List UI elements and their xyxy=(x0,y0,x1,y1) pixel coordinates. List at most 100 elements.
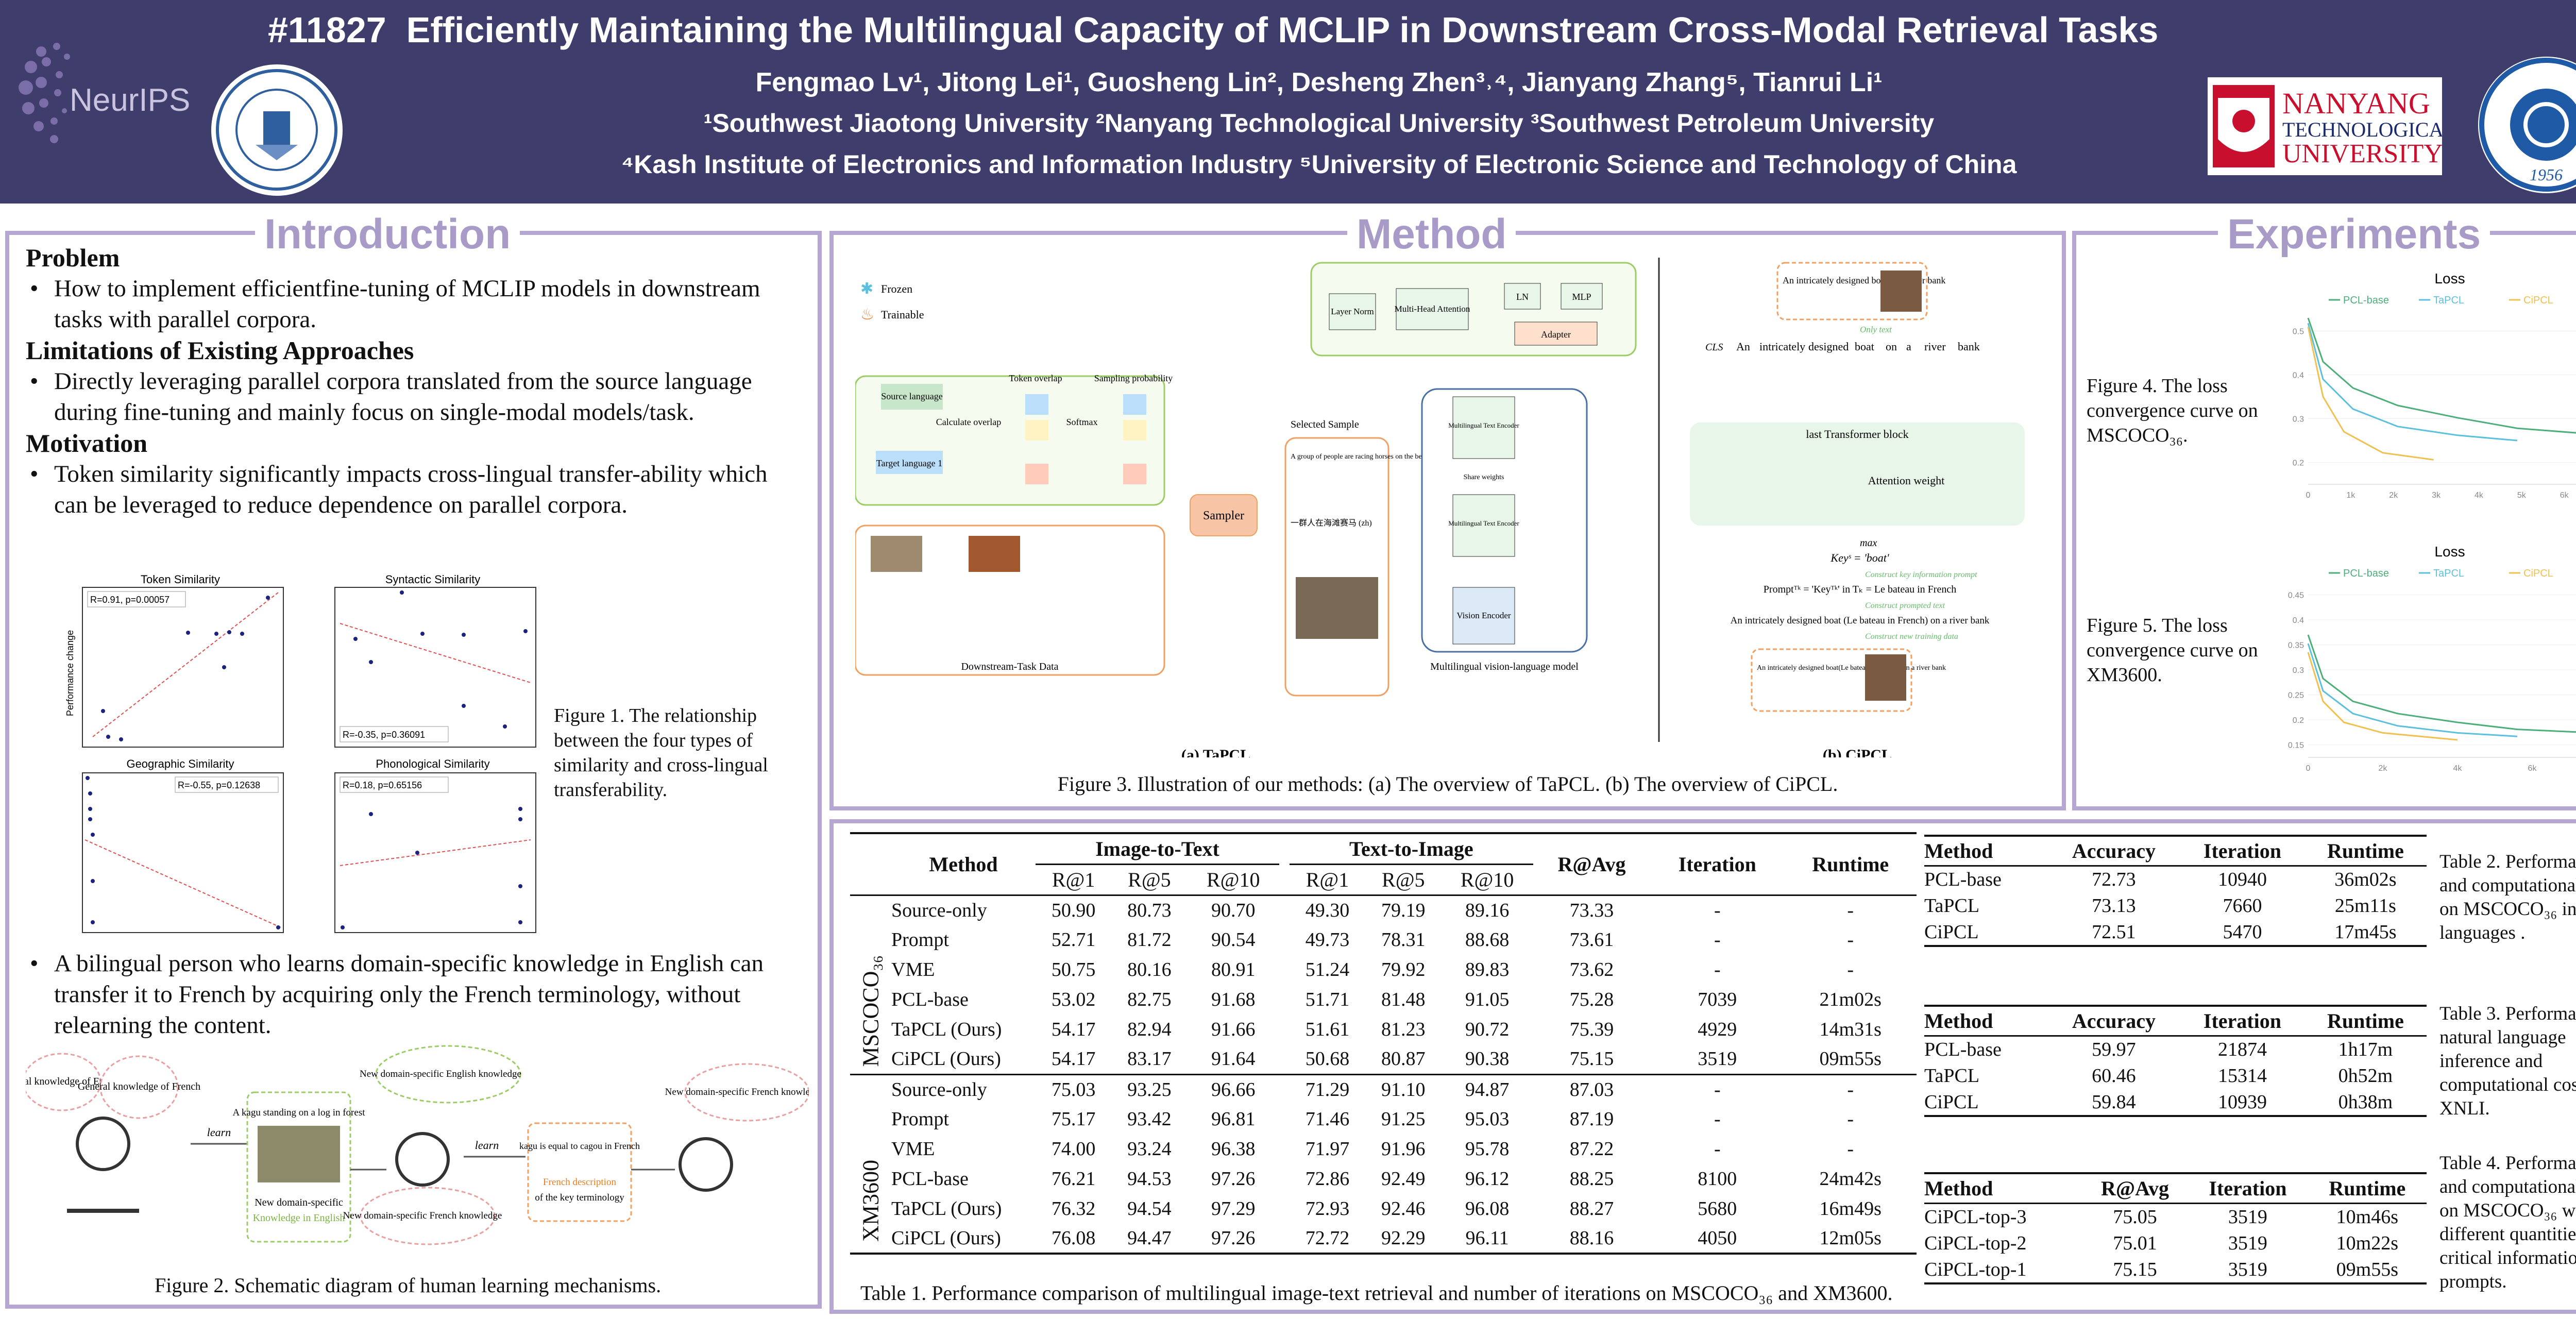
kagu-photo xyxy=(258,1126,340,1182)
table-header: Method xyxy=(1924,1009,1993,1033)
table-cell: 93.25 xyxy=(1127,1078,1172,1101)
table-cell: 71.46 xyxy=(1305,1108,1350,1130)
legend-label: TaPCL xyxy=(2433,568,2464,579)
table-cell: 88.16 xyxy=(1569,1227,1614,1249)
th-sub: R@10 xyxy=(1460,868,1514,891)
table-row: CiPCL 59.84 10939 0h38m xyxy=(1924,1089,2427,1116)
table-cell: 50.90 xyxy=(1051,899,1096,921)
table-cell: CiPCL xyxy=(1924,1091,1979,1113)
svg-text:♨: ♨ xyxy=(860,306,874,323)
key-label: Keyˢ = 'boat' xyxy=(1830,551,1889,564)
table-row: Source-only 75.03 93.25 96.66 71.29 91.10 94.8… xyxy=(850,1074,1917,1104)
y-tick: 0.3 xyxy=(2293,666,2304,675)
y-tick: 0.2 xyxy=(2293,716,2304,725)
table-row: TaPCL 73.13 7660 25m11s xyxy=(1924,892,2427,919)
table-cell: 0h38m xyxy=(2338,1091,2393,1113)
downstream-data: Downstream-Task Data xyxy=(961,661,1058,672)
table-cell: 81.23 xyxy=(1381,1019,1426,1040)
table-cell: 89.16 xyxy=(1465,899,1510,921)
table-row: CiPCL (Ours) 76.08 94.47 97.26 72.72 92.29 96.… xyxy=(850,1224,1917,1254)
table-cell: 91.25 xyxy=(1381,1108,1426,1130)
table-cell: 96.11 xyxy=(1465,1227,1509,1249)
th-runtime: Runtime xyxy=(1812,852,1889,876)
table-cell: 75.03 xyxy=(1051,1078,1096,1101)
table-cell: 76.21 xyxy=(1051,1168,1096,1190)
table-cell: 80.73 xyxy=(1127,899,1172,921)
token: river xyxy=(1924,340,1946,353)
affiliations-1: ¹Southwest Jiaotong University ²Nanyang … xyxy=(703,109,1935,138)
table-cell: 95.03 xyxy=(1465,1108,1510,1130)
y-tick: 0.2 xyxy=(2293,459,2304,468)
table-cell: 73.62 xyxy=(1569,959,1614,980)
table-row: PCL-base 76.21 94.53 97.26 72.86 92.49 96.12 88… xyxy=(850,1164,1917,1194)
softmax: Softmax xyxy=(1066,417,1098,427)
table-cell: - xyxy=(1847,899,1854,921)
table-cell: 5470 xyxy=(2223,921,2262,943)
problem-heading: Problem xyxy=(26,243,120,272)
x-tick: 1k xyxy=(2346,491,2355,500)
kagu-photo-caption: A kagu standing on a log in forest xyxy=(233,1107,366,1118)
adapter-block: Adapter xyxy=(1541,329,1571,340)
sample-source: A group of people are racing horses on t… xyxy=(1291,453,1458,461)
selected-sample: Selected Sample xyxy=(1291,419,1359,430)
calc-overlap: Calculate overlap xyxy=(936,417,1001,427)
table-cell: 72.73 xyxy=(2092,868,2136,890)
table-cell: 80.87 xyxy=(1381,1048,1426,1070)
table-cell: 81.48 xyxy=(1381,989,1426,1010)
table-cell: 09m55s xyxy=(1819,1048,1882,1070)
loss-series-line xyxy=(2307,317,2576,434)
results-panel xyxy=(829,819,2576,1314)
table-cell: 82.75 xyxy=(1127,989,1172,1010)
learn-label: learn xyxy=(207,1126,231,1139)
table-row: CiPCL (Ours) 54.17 83.17 91.64 50.68 80.87 90.… xyxy=(850,1044,1917,1074)
ln-block: LN xyxy=(1516,292,1529,302)
th-sub: R@1 xyxy=(1306,868,1349,891)
table4-wrapper: Method R@Avg Iteration Runtime CiPCL-top-3 75… xyxy=(1924,1172,2427,1284)
x-tick: 4k xyxy=(2475,491,2484,500)
table-header: Runtime xyxy=(2329,1176,2406,1200)
token: on xyxy=(1886,340,1897,353)
table-cell: - xyxy=(1714,1108,1721,1130)
figure5-caption: Figure 5. The loss convergence curve on … xyxy=(2087,615,2258,686)
table-cell: 94.47 xyxy=(1127,1227,1172,1249)
loss-series-line xyxy=(2307,323,2518,442)
experiments-title: Experiments xyxy=(2218,211,2490,258)
table1-caption: Table 1. Performance comparison of multi… xyxy=(860,1281,1893,1305)
legend-label: TaPCL xyxy=(2433,295,2464,306)
table-header: Runtime xyxy=(2327,1009,2404,1033)
y-tick: 0.35 xyxy=(2288,641,2304,650)
table-cell: 92.49 xyxy=(1381,1168,1426,1190)
table-cell: - xyxy=(1847,1138,1854,1160)
table-cell: 72.86 xyxy=(1305,1168,1350,1190)
table-cell: 25m11s xyxy=(2334,895,2396,917)
table-cell: 97.26 xyxy=(1211,1168,1256,1190)
table-cell: 96.66 xyxy=(1211,1078,1256,1101)
chart-stat: R=0.18, p=0.65156 xyxy=(343,780,422,790)
limitations-heading: Limitations of Existing Approaches xyxy=(26,336,414,365)
sampler: Sampler xyxy=(1203,509,1244,522)
table-cell: 10m22s xyxy=(2336,1232,2399,1254)
ntu-logo: NANYANG TECHNOLOGICAL UNIVERSITY xyxy=(2208,77,2456,175)
table-cell: - xyxy=(1847,1108,1854,1130)
table-cell: CiPCL (Ours) xyxy=(891,1227,1001,1249)
knowledge-english: Knowledge in English xyxy=(253,1212,345,1224)
table-cell: 21m02s xyxy=(1819,989,1882,1010)
table-cell: 81.72 xyxy=(1127,929,1172,951)
chart-title: Geographic Similarity xyxy=(126,757,234,770)
table-cell: Prompt xyxy=(891,1108,949,1130)
table-cell: 10m46s xyxy=(2336,1206,2399,1228)
table1-xm3600-rows: Source-only 75.03 93.25 96.66 71.29 91.10 94.8… xyxy=(850,1074,1917,1254)
table-cell: 24m42s xyxy=(1819,1168,1882,1190)
table-cell: Source-only xyxy=(891,899,987,921)
table-cell: 71.29 xyxy=(1305,1078,1350,1101)
figure2-caption: Figure 2. Schematic diagram of human lea… xyxy=(155,1274,662,1297)
table-cell: 72.93 xyxy=(1305,1198,1350,1220)
table-cell: 51.24 xyxy=(1305,959,1350,980)
table-cell: 92.29 xyxy=(1381,1227,1426,1249)
table-cell: PCL-base xyxy=(1924,868,2002,890)
authors: Fengmao Lv¹, Jitong Lei¹, Guosheng Lin²,… xyxy=(755,67,1883,97)
table-header: Iteration xyxy=(2209,1176,2287,1200)
table-cell: Prompt xyxy=(891,929,949,951)
table-cell: Source-only xyxy=(891,1078,987,1101)
y-tick: 0.5 xyxy=(2293,328,2304,336)
